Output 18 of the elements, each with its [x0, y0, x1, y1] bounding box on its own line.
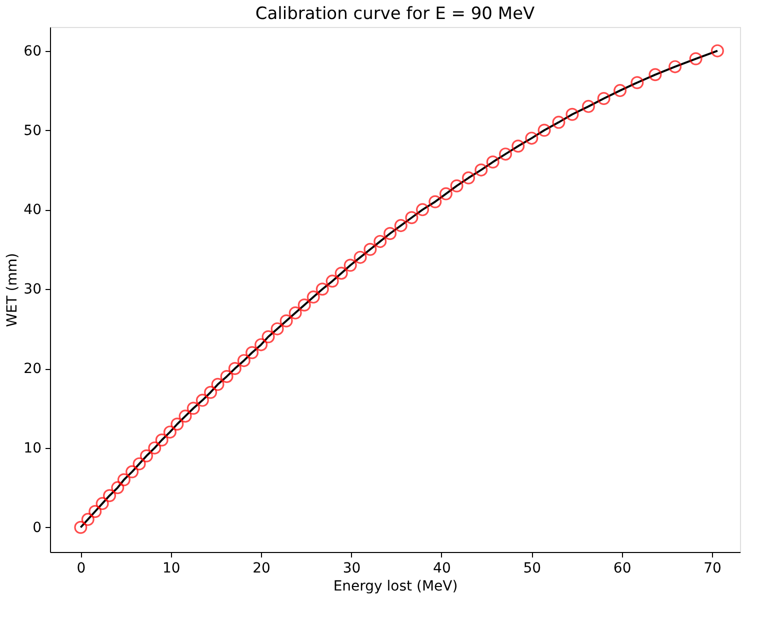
x-tick-label: 20: [252, 560, 270, 576]
y-tick-label: 20: [24, 361, 42, 378]
y-tick-label: 50: [24, 122, 42, 139]
x-tick-label: 0: [76, 560, 86, 576]
y-axis-title: WET (mm): [4, 253, 21, 327]
x-tick-label: 40: [433, 560, 451, 576]
y-tick-label: 0: [32, 520, 42, 536]
y-tick-label: 40: [24, 202, 42, 218]
x-tick-label: 70: [704, 560, 722, 576]
x-tick-label: 60: [613, 560, 632, 576]
chart-title: Calibration curve for E = 90 MeV: [255, 4, 536, 24]
y-tick-label: 30: [24, 282, 42, 298]
x-tick-label: 30: [342, 560, 361, 576]
y-tick-label: 60: [24, 43, 42, 60]
x-tick-label: 10: [162, 560, 180, 576]
x-axis-title: Energy lost (MeV): [333, 578, 458, 594]
x-tick-label: 50: [523, 560, 542, 576]
y-tick-label: 10: [24, 440, 42, 456]
